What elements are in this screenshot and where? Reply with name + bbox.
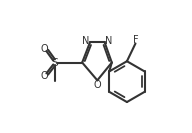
- Text: N: N: [82, 36, 90, 46]
- Text: F: F: [133, 35, 138, 45]
- Text: S: S: [51, 58, 58, 68]
- Text: O: O: [40, 71, 48, 81]
- Text: O: O: [40, 44, 48, 54]
- Text: N: N: [105, 36, 112, 46]
- Text: O: O: [94, 80, 101, 90]
